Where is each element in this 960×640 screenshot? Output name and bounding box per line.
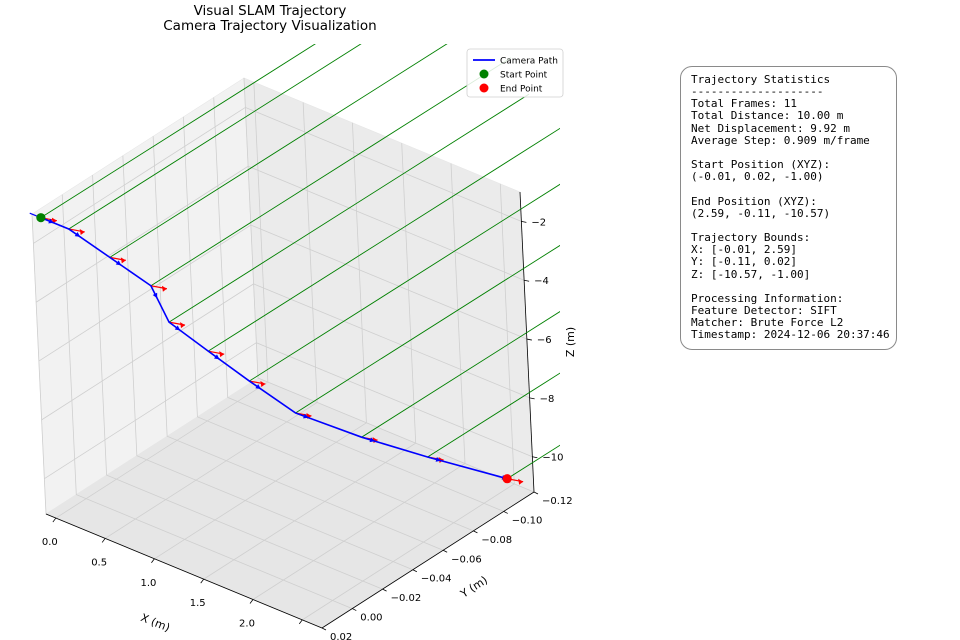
z-tick [532, 456, 538, 459]
grid-line-z [33, 106, 522, 244]
y-tick-label: −0.06 [451, 554, 482, 565]
y-tick [533, 491, 539, 495]
grid-line-z [44, 342, 533, 480]
end-point-marker [502, 474, 512, 484]
x-tick-label: 2.0 [239, 619, 255, 630]
camera-frame-axes [40, 44, 560, 485]
grid-line-y [213, 97, 504, 512]
z-tick [521, 221, 527, 223]
z-tick [526, 338, 532, 341]
camera-x-axis-arrowhead [79, 228, 85, 235]
legend-label: End Point [500, 85, 543, 95]
camera-y-axis-line [249, 183, 560, 382]
z-tick-label: −2 [531, 217, 546, 228]
x-tick-label: 1.5 [190, 598, 206, 609]
legend-swatch-marker [479, 69, 489, 79]
grid-line-y [92, 175, 383, 590]
x-tick-label: 2.5 [288, 639, 304, 640]
legend-label: Camera Path [500, 57, 558, 67]
y-tick-label: −0.12 [542, 496, 573, 507]
grid-line-y [152, 136, 444, 551]
y-tick [321, 627, 327, 631]
x-tick-label: 0.5 [91, 557, 107, 568]
camera-y-axis-line [361, 311, 560, 438]
y-tick-label: −0.02 [391, 593, 422, 604]
camera-x-axis-arrowhead [260, 381, 266, 388]
chart-title: Visual SLAM Trajectory [193, 3, 347, 19]
y-axis-label: Y (m) [457, 574, 490, 602]
legend-label: Start Point [500, 71, 548, 81]
x-axis-label: X (m) [139, 611, 172, 634]
camera-x-axis-arrowhead [161, 285, 167, 292]
y-tick-label: −0.08 [481, 535, 512, 546]
z-tick-label: −10 [542, 453, 563, 464]
y-tick [352, 608, 357, 611]
x-tick-label: 1.0 [140, 578, 156, 589]
legend-swatch-marker [479, 83, 489, 93]
grid-line-z [41, 283, 530, 421]
grid-line-y [243, 77, 535, 493]
z-tick-label: −8 [540, 394, 555, 405]
camera-x-axis-arrowhead [120, 257, 126, 264]
x-tick [200, 578, 205, 584]
camera-y-axis-line [150, 57, 512, 287]
y-tick [473, 530, 478, 534]
camera-y-axis-line [109, 44, 448, 258]
grid-line-z [35, 165, 525, 303]
camera-x-axis-arrowhead [180, 322, 186, 329]
y-tick [442, 549, 448, 553]
y-tick-label: 0.00 [360, 613, 382, 624]
y-axis-line [321, 491, 535, 629]
y-tick [382, 588, 387, 592]
x-tick [298, 619, 303, 625]
legend-frame [466, 48, 564, 98]
z-axis-label: Z (m) [564, 327, 577, 357]
x-axis-line [45, 513, 323, 629]
x-tick-label: 0.0 [42, 537, 58, 548]
grid-line-y [183, 116, 474, 532]
chart-subtitle: Camera Trajectory Visualization [163, 18, 377, 34]
grid-line-z [38, 224, 528, 362]
start-point-marker [36, 213, 46, 223]
y-tick [412, 569, 418, 573]
camera-y-axis-line [295, 244, 560, 414]
z-axis-line [519, 191, 535, 493]
camera-y-axis-line [168, 93, 530, 323]
trajectory-statistics-box: Trajectory Statistics ------------------… [680, 66, 897, 350]
camera-x-axis-arrowhead [219, 351, 225, 358]
y-tick-label: 0.02 [330, 632, 352, 640]
grid-line-y [61, 194, 353, 609]
z-tick [524, 279, 530, 282]
camera-y-axis-line [427, 372, 560, 458]
y-tick [503, 511, 508, 514]
y-tick-label: −0.10 [512, 515, 543, 526]
y-tick-label: −0.04 [421, 574, 452, 585]
z-tick [529, 397, 535, 400]
grid-line-y [122, 155, 414, 571]
camera-y-axis-line [68, 44, 362, 230]
z-tick-label: −6 [537, 335, 552, 346]
x-tick [101, 538, 106, 543]
z-tick-label: −4 [534, 276, 549, 287]
camera-path-line [40, 216, 508, 480]
camera-y-axis-line [40, 44, 316, 219]
trajectory-statistics-text: Trajectory Statistics ------------------… [691, 73, 890, 342]
x-tick [151, 558, 155, 564]
legend: Camera Path Start Point End Point [466, 48, 564, 98]
x-tick [52, 517, 57, 523]
camera-x-axis-arrowhead [518, 478, 524, 485]
camera-y-axis-line [207, 127, 560, 352]
x-tick [249, 599, 254, 604]
